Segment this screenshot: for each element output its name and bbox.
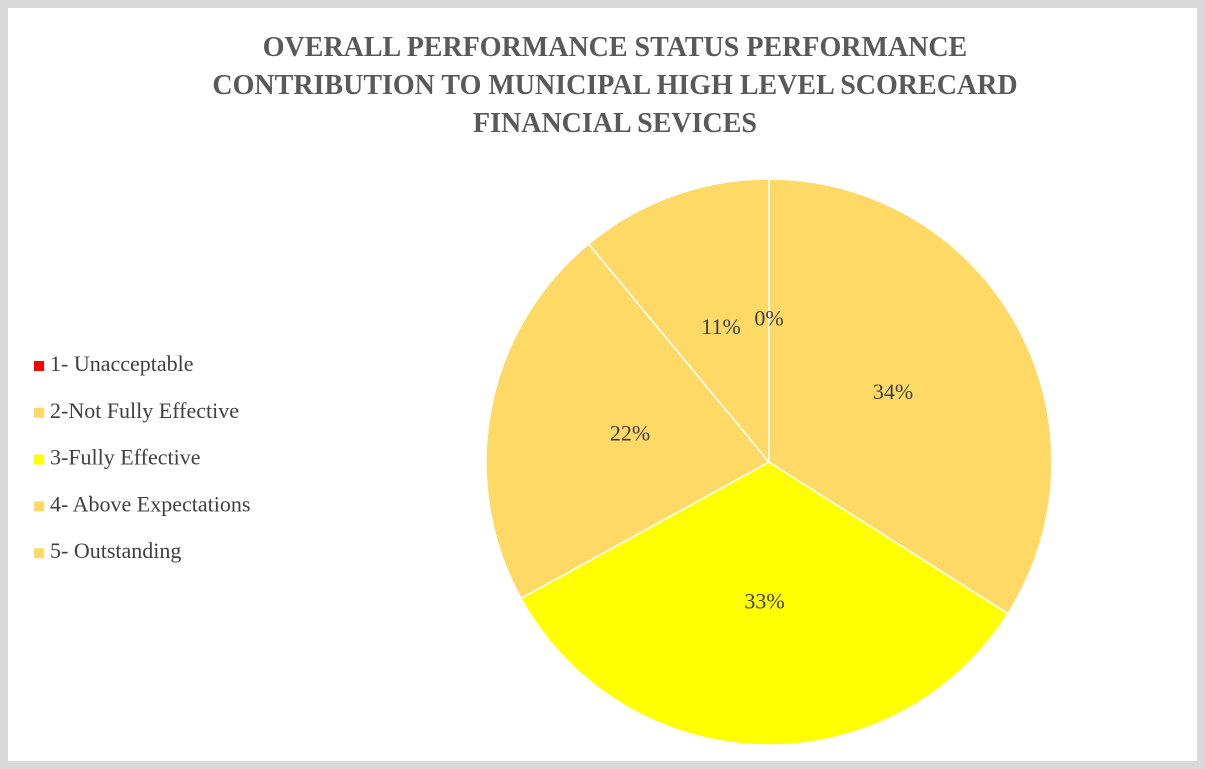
legend-label: 1- Unacceptable: [50, 351, 194, 376]
legend-swatch: [34, 501, 44, 512]
pie-slice: [519, 461, 1009, 746]
pie-slice: [768, 178, 1053, 615]
legend-label: 3-Fully Effective: [50, 445, 201, 470]
legend-swatch: [34, 454, 44, 465]
data-label: 33%: [744, 588, 784, 613]
pie-slice: [587, 178, 770, 465]
data-label: 0%: [754, 306, 783, 331]
data-label: 22%: [610, 421, 650, 446]
data-label: 11%: [701, 314, 741, 339]
legend-swatch: [34, 407, 44, 418]
chart-title: OVERALL PERFORMANCE STATUS PERFORMANCE CO…: [212, 32, 1017, 139]
legend-label: 2-Not Fully Effective: [50, 398, 239, 423]
legend-swatch: [34, 361, 44, 371]
data-label: 34%: [873, 379, 913, 404]
legend-label: 4- Above Expectations: [50, 491, 250, 516]
pie-slice: [485, 242, 771, 600]
legend-swatch: [34, 548, 44, 559]
legend-label: 5- Outstanding: [50, 538, 181, 563]
